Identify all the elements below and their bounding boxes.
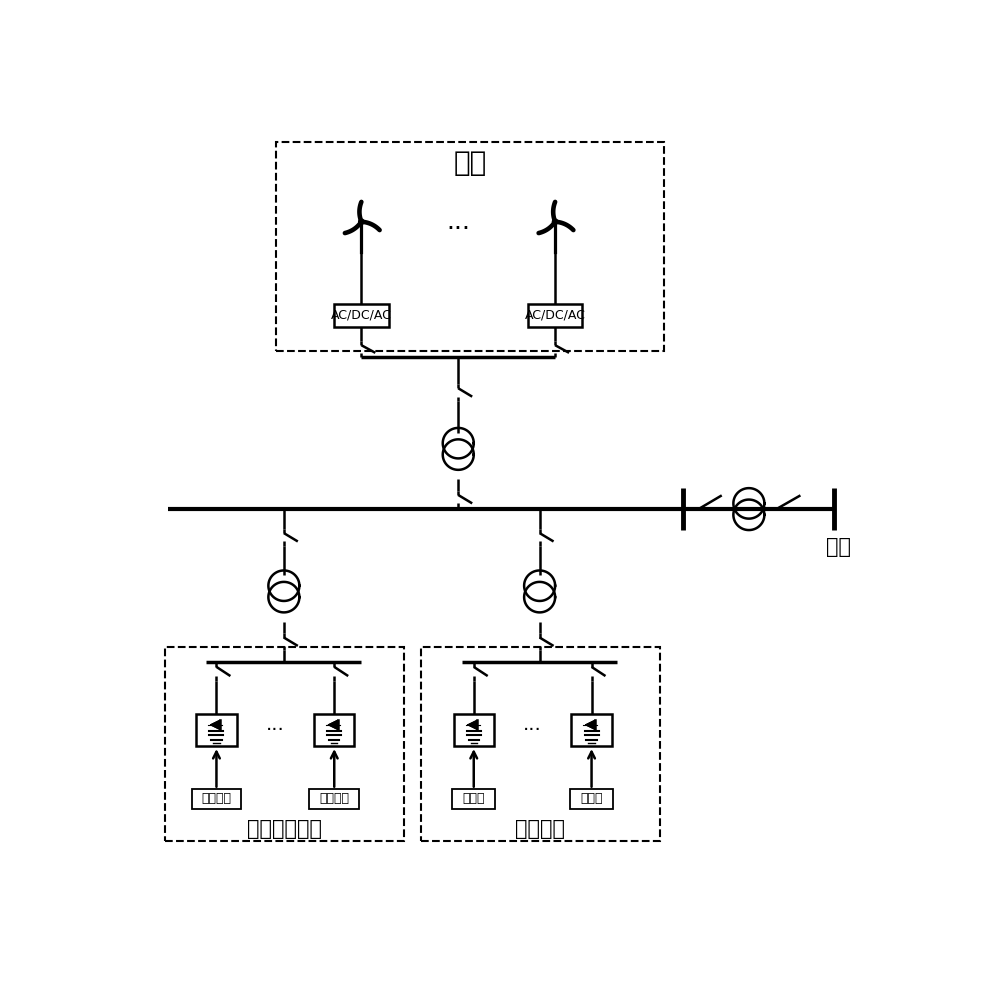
Text: AC/DC/AC: AC/DC/AC [331, 309, 392, 322]
Bar [421, 647, 660, 842]
Text: ···: ··· [523, 721, 542, 740]
Text: 风电: 风电 [453, 149, 486, 177]
Text: 电池组: 电池组 [462, 792, 485, 805]
Bar [192, 789, 241, 809]
Text: 超级电容储能: 超级电容储能 [247, 819, 322, 839]
Text: 超级电容: 超级电容 [201, 792, 231, 805]
Bar [571, 714, 612, 746]
Polygon shape [211, 721, 220, 730]
Text: 电网: 电网 [826, 538, 851, 557]
Circle shape [359, 219, 364, 225]
Circle shape [552, 219, 558, 225]
Polygon shape [586, 721, 595, 730]
Bar [452, 789, 495, 809]
Text: 超级电容: 超级电容 [319, 792, 349, 805]
Text: 电池储能: 电池储能 [515, 819, 565, 839]
Bar [334, 304, 388, 327]
Bar [570, 789, 613, 809]
Bar [454, 714, 494, 746]
Text: ···: ··· [266, 721, 285, 740]
Text: 电池组: 电池组 [580, 792, 603, 805]
Bar [196, 714, 237, 746]
Polygon shape [328, 721, 338, 730]
Bar [309, 789, 359, 809]
Bar [314, 714, 354, 746]
Bar [276, 142, 664, 351]
Text: AC/DC/AC: AC/DC/AC [525, 309, 586, 322]
Text: ...: ... [446, 210, 470, 234]
Bar [165, 647, 404, 842]
Bar [528, 304, 582, 327]
Polygon shape [468, 721, 477, 730]
